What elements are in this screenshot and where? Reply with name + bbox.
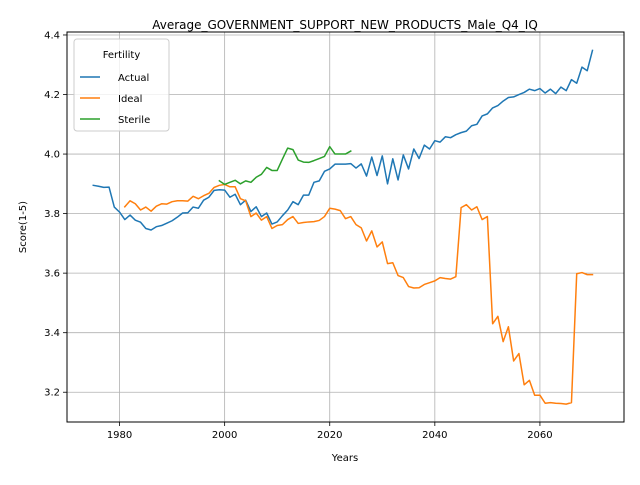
series-line-actual [92,49,594,231]
x-tick-label: 2020 [317,430,342,441]
y-axis-label: Score(1-5) [18,201,29,253]
legend-box [73,38,170,132]
x-tick-label: 1980 [107,430,132,441]
legend-label-sterile: Sterile [118,115,150,126]
series-line-sterile [218,145,352,186]
legend-title: Fertility [103,50,141,61]
legend-label-actual: Actual [118,73,149,84]
x-axis: 1980 2000 2020 2040 2060 [107,422,553,441]
y-tick-label: 4.4 [44,30,60,41]
y-tick-label: 4.2 [44,90,60,101]
legend-label-ideal: Ideal [118,94,142,105]
plot-lines [92,49,594,405]
legend: Fertility Actual Ideal Sterile [73,38,170,132]
chart-title: Average_GOVERNMENT_SUPPORT_NEW_PRODUCTS_… [152,18,538,32]
x-tick-label: 2060 [527,430,552,441]
y-tick-label: 3.8 [44,209,60,220]
series-line-ideal [123,183,594,405]
plot-frame [66,31,625,423]
y-tick-label: 3.4 [44,328,60,339]
y-tick-label: 3.2 [44,388,60,399]
y-tick-label: 4.0 [44,150,60,161]
y-axis: 3.2 3.4 3.6 3.8 4.0 4.2 4.4 [44,30,67,399]
x-axis-label: Years [331,453,358,464]
x-tick-label: 2000 [212,430,237,441]
y-tick-label: 3.6 [44,269,60,280]
legend-entries: Actual Ideal Sterile [80,73,150,126]
x-tick-label: 2040 [422,430,447,441]
